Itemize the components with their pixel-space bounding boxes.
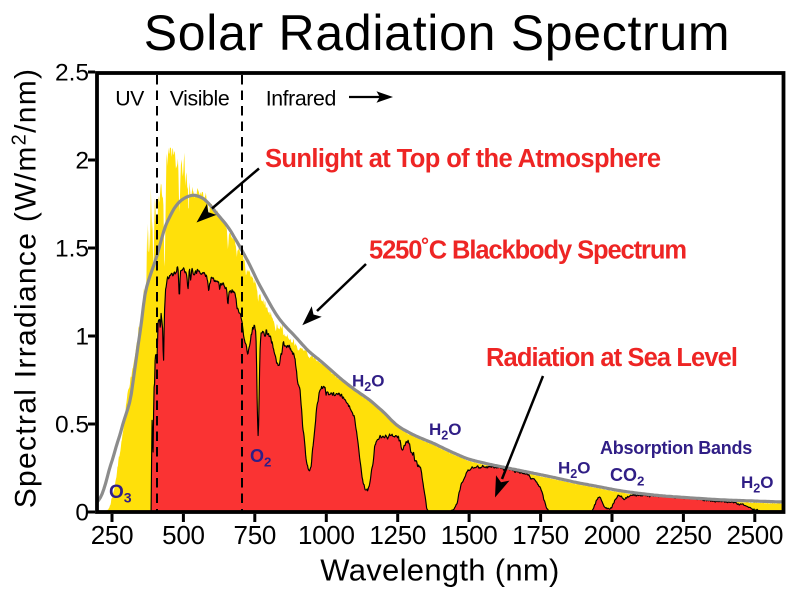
svg-text:CO2: CO2 <box>610 465 644 489</box>
svg-text:Sunlight at Top of the Atmosph: Sunlight at Top of the Atmosphere <box>265 145 661 173</box>
svg-text:Absorption Bands: Absorption Bands <box>600 438 752 458</box>
svg-text:250: 250 <box>91 520 133 550</box>
svg-text:H2O: H2O <box>352 371 385 394</box>
svg-text:H2O: H2O <box>558 459 591 482</box>
svg-text:2: 2 <box>75 148 89 175</box>
svg-text:1500: 1500 <box>441 520 498 550</box>
svg-text:2500: 2500 <box>726 520 783 550</box>
svg-text:H2O: H2O <box>429 420 462 443</box>
svg-text:Wavelength (nm): Wavelength (nm) <box>320 553 559 588</box>
svg-text:750: 750 <box>234 520 276 550</box>
svg-text:Radiation at Sea Level: Radiation at Sea Level <box>486 344 738 372</box>
svg-text:2.5: 2.5 <box>55 60 89 87</box>
svg-text:H2O: H2O <box>741 473 774 496</box>
svg-text:1: 1 <box>75 324 89 351</box>
svg-text:UV: UV <box>115 87 145 111</box>
svg-text:0.5: 0.5 <box>55 412 89 439</box>
svg-text:Spectral Irradiance (W/m2/nm): Spectral Irradiance (W/m2/nm) <box>9 68 43 509</box>
svg-text:500: 500 <box>162 520 204 550</box>
svg-text:2000: 2000 <box>584 520 641 550</box>
svg-text:Solar Radiation Spectrum: Solar Radiation Spectrum <box>144 5 731 61</box>
svg-text:5250˚C Blackbody Spectrum: 5250˚C Blackbody Spectrum <box>369 237 687 265</box>
svg-text:2250: 2250 <box>655 520 712 550</box>
svg-text:1.5: 1.5 <box>55 236 89 263</box>
svg-text:Visible: Visible <box>170 87 230 111</box>
svg-text:Infrared: Infrared <box>266 87 336 111</box>
svg-text:1250: 1250 <box>369 520 426 550</box>
svg-text:1750: 1750 <box>512 520 569 550</box>
svg-text:1000: 1000 <box>298 520 355 550</box>
svg-text:0: 0 <box>75 500 89 527</box>
